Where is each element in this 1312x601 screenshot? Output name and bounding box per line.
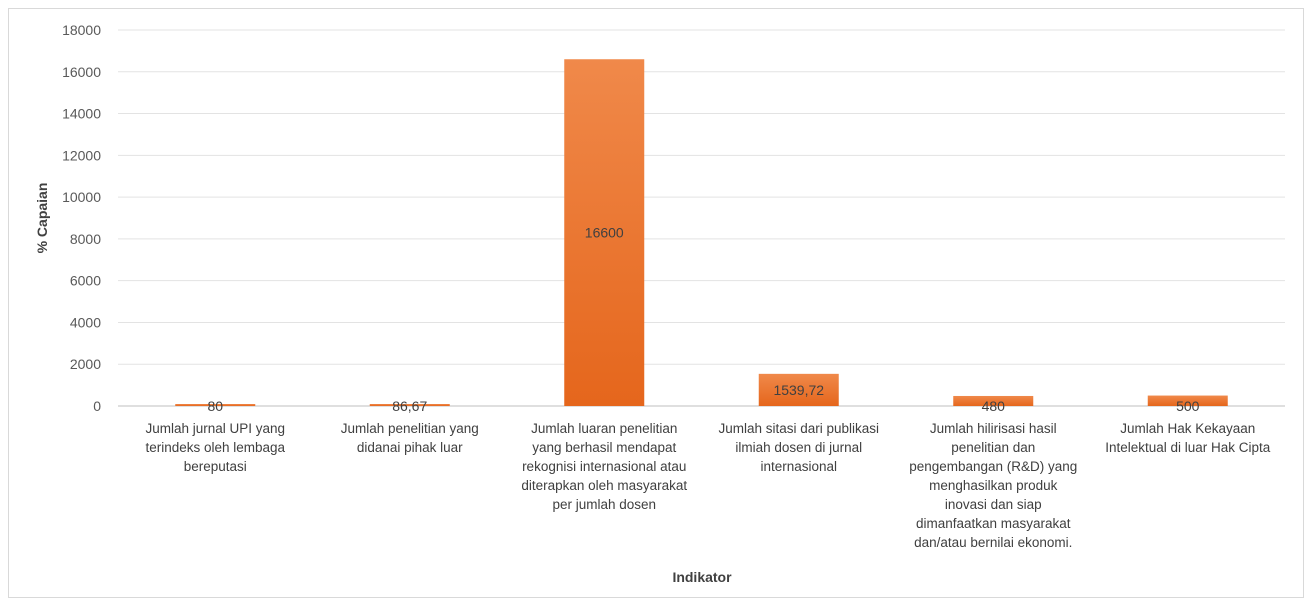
x-tick-label: Jumlah sitasi dari publikasi ilmiah dosen… (718, 421, 879, 474)
y-axis-title: % Capaian (34, 183, 50, 254)
gridlines (118, 29, 1285, 407)
data-label: 80 (207, 398, 223, 414)
bar (953, 395, 1034, 406)
data-label: 500 (1176, 398, 1200, 414)
data-label: 1539,72 (773, 382, 824, 398)
bars (175, 59, 1228, 406)
y-axis-ticks: 0 2000 4000 6000 8000 10000 12000 14000 16000 180… (62, 22, 101, 414)
y-tick-label: 10000 (62, 189, 101, 205)
x-tick-label: Jumlah Hak Kekayaan Intelektual di luar H… (1105, 421, 1271, 455)
y-tick-label: 8000 (70, 231, 101, 247)
bar (1147, 395, 1228, 406)
x-tick-label: Jumlah hilirisasi hasil penelitian dan pen… (909, 421, 1077, 550)
x-tick-label: Jumlah penelitian yang didanai pihak luar (341, 421, 479, 455)
y-tick-label: 18000 (62, 22, 101, 38)
x-axis-categories: Jumlah jurnal UPI yang terindeks oleh lem… (145, 421, 1270, 550)
x-tick-label: Jumlah jurnal UPI yang terindeks oleh lem… (145, 421, 285, 474)
y-tick-label: 16000 (62, 64, 101, 80)
bar (369, 404, 450, 406)
x-axis-title: Indikator (672, 569, 732, 585)
bar (175, 404, 256, 406)
data-label: 16600 (585, 225, 624, 241)
bar (564, 59, 645, 406)
data-label: 86,67 (392, 398, 427, 414)
y-tick-label: 0 (93, 398, 101, 414)
chart-frame (8, 8, 1304, 598)
y-tick-label: 6000 (70, 273, 101, 289)
x-tick-label: Jumlah luaran penelitian yang berhasil me… (521, 421, 687, 512)
y-tick-label: 14000 (62, 106, 101, 122)
data-label: 480 (982, 398, 1006, 414)
bar (758, 373, 839, 406)
y-tick-label: 2000 (70, 356, 101, 372)
y-tick-label: 4000 (70, 314, 101, 330)
y-tick-label: 12000 (62, 147, 101, 163)
data-labels: 80 86,67 16600 1539,72 480 500 (207, 225, 1199, 414)
